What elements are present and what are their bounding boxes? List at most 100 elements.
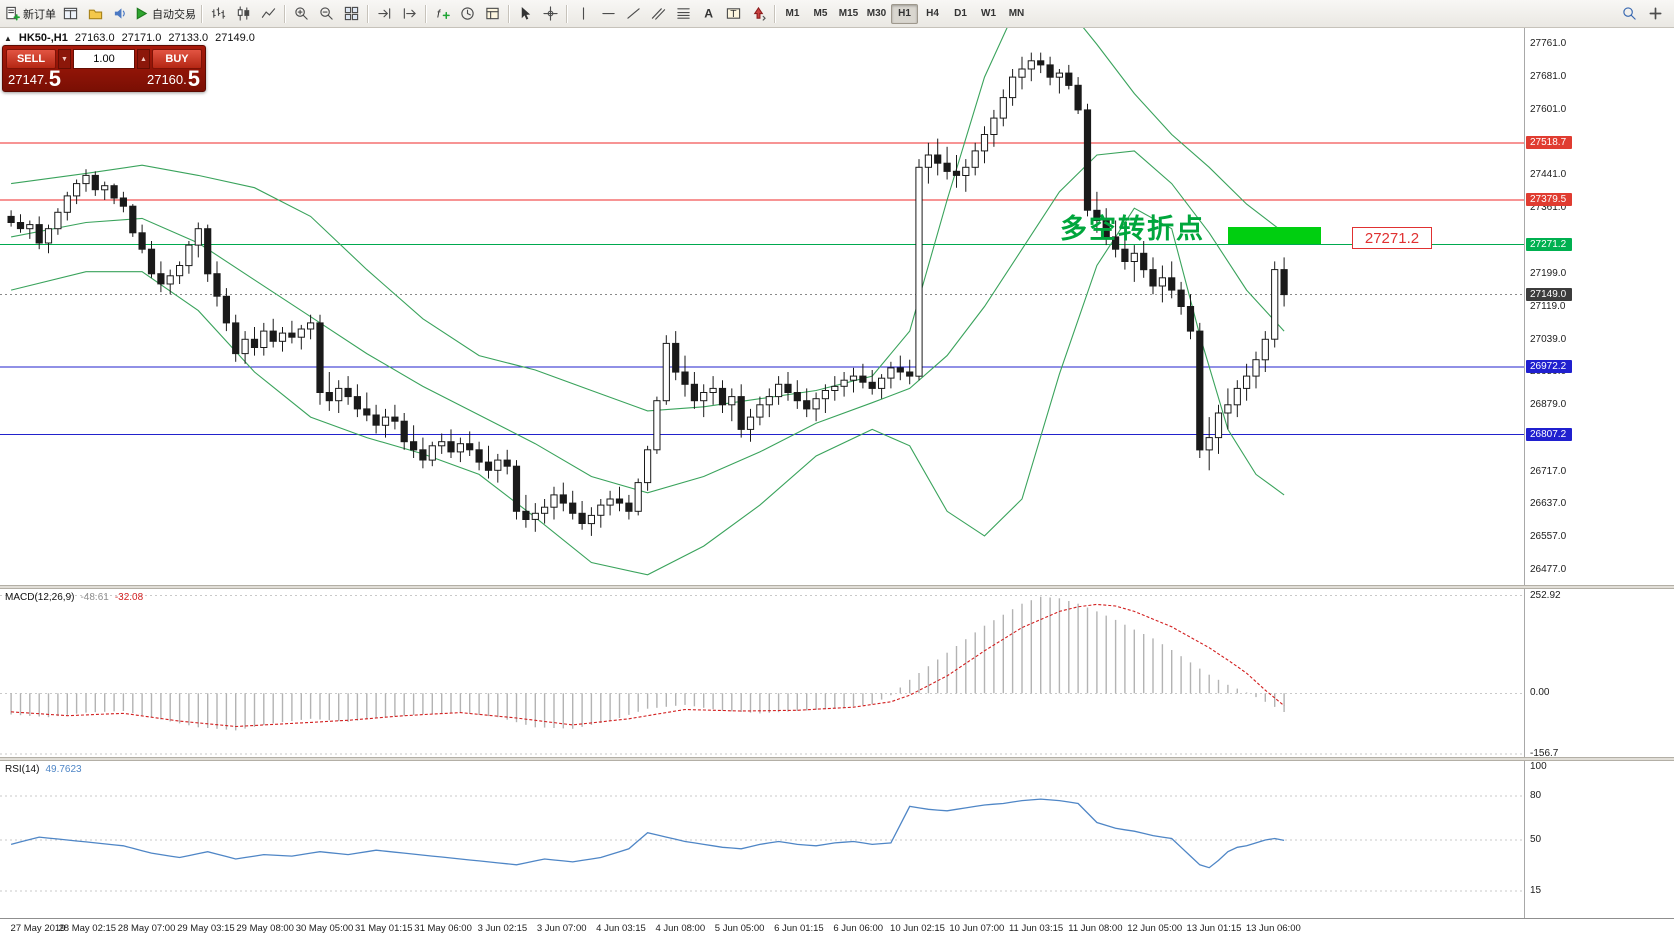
collapse-trade-panel-arrow[interactable]: ▲ [4, 33, 12, 43]
macd-signal-value: -32.08 [114, 592, 144, 603]
text-button[interactable]: A [696, 3, 720, 25]
price-callout-label[interactable]: 27271.2 [1352, 227, 1432, 249]
volume-down-button[interactable]: ▼ [58, 49, 71, 69]
timeframe-d1[interactable]: D1 [947, 4, 974, 24]
time-label: 13 Jun 01:15 [1186, 923, 1242, 934]
bar-chart-button[interactable] [206, 3, 230, 25]
open-value: 27163.0 [74, 32, 115, 44]
chart-header: ▲ HK50-,H1 27163.0 27171.0 27133.0 27149… [4, 32, 255, 44]
price-tick: 27361.0 [1530, 201, 1567, 213]
price-tick: 27119.0 [1530, 300, 1566, 312]
new-order-button[interactable]: 新订单 [4, 3, 57, 25]
text-label-button[interactable]: T [721, 3, 745, 25]
fibonacci-icon [676, 8, 690, 19]
chart-shift-button[interactable] [397, 3, 421, 25]
toolbar-separator [367, 4, 368, 23]
zoom-out-button[interactable] [314, 3, 338, 25]
time-label: 6 Jun 01:15 [774, 923, 824, 934]
fibonacci-button[interactable] [671, 3, 695, 25]
time-label: 11 Jun 03:15 [1008, 923, 1064, 934]
high-value: 27171.0 [121, 32, 162, 44]
price-scale[interactable]: 27761.0 27681.0 27601.0 27441.0 27361.0 27199… [1524, 28, 1674, 918]
line-chart-button[interactable] [256, 3, 280, 25]
periods-button[interactable] [455, 3, 479, 25]
crosshair-button[interactable] [538, 3, 562, 25]
timeframe-m15[interactable]: M15 [835, 4, 862, 24]
channel-button[interactable] [646, 3, 670, 25]
arrow-shapes-button[interactable] [746, 3, 770, 25]
rsi-scale-tick: 15 [1530, 885, 1542, 897]
pane-separator[interactable] [0, 585, 1674, 589]
tile-windows-button[interactable] [339, 3, 363, 25]
horizontal-line-button[interactable] [596, 3, 620, 25]
line-chart-icon [261, 8, 275, 18]
trendline-icon [626, 8, 640, 19]
cursor-arrow-icon [521, 6, 530, 20]
volume-up-button[interactable]: ▲ [137, 49, 150, 69]
text-icon: A [704, 7, 713, 21]
timeframe-h4[interactable]: H4 [919, 4, 946, 24]
timeframe-m1[interactable]: M1 [779, 4, 806, 24]
price-chart-pane[interactable]: ▲ HK50-,H1 27163.0 27171.0 27133.0 27149… [0, 28, 1524, 585]
rsi-pane[interactable]: RSI(14) 49.7623 [0, 761, 1524, 918]
plus-icon [1649, 7, 1661, 20]
price-tick: 27601.0 [1530, 103, 1567, 115]
zoom-in-button[interactable] [289, 3, 313, 25]
time-label: 31 May 01:15 [355, 923, 413, 934]
templates-icon [485, 7, 499, 20]
timeframe-m30[interactable]: M30 [863, 4, 890, 24]
annotation-text[interactable]: 多空转折点 [1060, 214, 1205, 244]
timeframe-h1[interactable]: H1 [891, 3, 918, 24]
toolbar-separator [508, 4, 509, 23]
toolbar-separator [774, 4, 775, 23]
vertical-line-button[interactable] [571, 3, 595, 25]
volume-input[interactable] [73, 49, 135, 69]
candlestick-chart-icon [237, 6, 249, 21]
time-label: 28 May 02:15 [58, 923, 117, 934]
time-axis[interactable]: 27 May 2019 28 May 02:15 28 May 07:00 29 Ma… [0, 918, 1674, 950]
auto-scroll-button[interactable] [372, 3, 396, 25]
autotrading-button[interactable]: 自动交易 [133, 3, 197, 25]
profiles-button[interactable] [83, 3, 107, 25]
time-label: 11 Jun 08:00 [1068, 923, 1123, 934]
indicators-button[interactable]: f [430, 3, 454, 25]
chart-shift-icon [403, 8, 416, 19]
highlight-rectangle[interactable] [1228, 227, 1321, 244]
search-button[interactable] [1617, 3, 1641, 25]
sell-button[interactable]: SELL [6, 49, 56, 69]
time-label: 27 May 2019 [10, 923, 66, 934]
macd-label: MACD(12,26,9) -48.61 -32.08 [5, 592, 143, 603]
macd-scale-tick: 252.92 [1530, 589, 1561, 601]
add-button[interactable] [1643, 3, 1667, 25]
trendline-button[interactable] [621, 3, 645, 25]
toolbar: 新订单 自动交易 [0, 0, 1674, 28]
rsi-title: RSI(14) [5, 764, 40, 775]
clock-icon [460, 7, 474, 20]
time-label: 30 May 05:00 [295, 923, 354, 934]
time-label: 29 May 08:00 [236, 923, 294, 934]
sounds-button[interactable] [108, 3, 132, 25]
charts-grid-button[interactable] [58, 3, 82, 25]
templates-button[interactable] [480, 3, 504, 25]
price-tick: 26879.0 [1530, 399, 1567, 411]
price-tick: 26717.0 [1530, 465, 1567, 477]
macd-pane[interactable]: MACD(12,26,9) -48.61 -32.08 [0, 589, 1524, 757]
pane-separator[interactable] [0, 757, 1674, 761]
timeframe-m5[interactable]: M5 [807, 4, 834, 24]
time-label: 10 Jun 07:00 [949, 923, 1005, 934]
cursor-button[interactable] [513, 3, 537, 25]
symbol-timeframe-label: HK50-,H1 [18, 32, 68, 44]
buy-button[interactable]: BUY [152, 49, 202, 69]
price-line-badge: 27271.2 [1526, 237, 1572, 251]
close-value: 27149.0 [215, 32, 255, 44]
sell-price: 27147. 5 [8, 66, 62, 91]
candlestick-chart-button[interactable] [231, 3, 255, 25]
timeframe-mn[interactable]: MN [1003, 4, 1030, 24]
crosshair-icon [542, 6, 558, 21]
price-line-badge: 27518.7 [1526, 136, 1572, 150]
toolbar-right-group [1617, 3, 1667, 25]
timeframe-w1[interactable]: W1 [975, 4, 1002, 24]
text-label-icon: T [726, 8, 740, 20]
price-tick: 27039.0 [1530, 333, 1567, 345]
macd-chart [0, 595, 1524, 755]
